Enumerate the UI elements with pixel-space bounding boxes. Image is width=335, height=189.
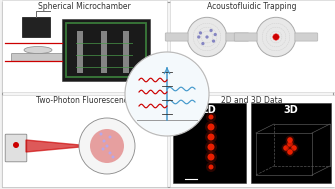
Bar (251, 103, 331, 183)
Circle shape (205, 35, 209, 39)
Circle shape (281, 143, 290, 153)
Circle shape (273, 34, 279, 40)
Bar (170, 0, 335, 92)
Circle shape (109, 136, 112, 139)
Bar (170, 95, 335, 187)
Circle shape (106, 145, 109, 147)
Circle shape (285, 139, 294, 149)
Circle shape (79, 118, 135, 174)
Circle shape (289, 143, 298, 153)
Circle shape (291, 145, 297, 151)
Text: 3D: 3D (284, 105, 298, 115)
Text: Two-Photon Fluorescence: Two-Photon Fluorescence (36, 96, 132, 105)
FancyBboxPatch shape (165, 33, 188, 41)
Circle shape (287, 137, 293, 143)
Circle shape (213, 33, 217, 36)
FancyBboxPatch shape (226, 33, 249, 41)
Circle shape (206, 162, 216, 172)
Circle shape (197, 35, 200, 39)
FancyBboxPatch shape (22, 17, 50, 37)
Circle shape (207, 143, 214, 150)
Circle shape (13, 142, 19, 148)
Circle shape (199, 31, 202, 35)
Bar (101, 31, 107, 73)
Bar (2, 95, 167, 187)
Circle shape (126, 53, 208, 135)
Circle shape (109, 152, 112, 154)
Text: Spherical Microchamber: Spherical Microchamber (38, 2, 130, 11)
FancyBboxPatch shape (5, 134, 27, 162)
FancyBboxPatch shape (295, 33, 318, 41)
Circle shape (102, 147, 105, 150)
Text: Acoustofluidic Trapping: Acoustofluidic Trapping (207, 2, 297, 11)
Text: 2D and 3D Data: 2D and 3D Data (221, 96, 283, 105)
Bar (66, 23, 146, 77)
Circle shape (287, 149, 293, 155)
Circle shape (205, 131, 217, 143)
Circle shape (205, 141, 217, 153)
Bar (77, 31, 83, 73)
Circle shape (99, 132, 103, 136)
FancyBboxPatch shape (11, 53, 65, 61)
Circle shape (112, 156, 115, 159)
Circle shape (283, 145, 289, 151)
Circle shape (90, 129, 124, 163)
Bar (2, 0, 167, 92)
Circle shape (285, 136, 294, 145)
Circle shape (285, 147, 294, 156)
Ellipse shape (24, 46, 52, 53)
Circle shape (256, 17, 296, 57)
Circle shape (207, 133, 214, 140)
Bar (173, 103, 246, 183)
Circle shape (205, 151, 217, 163)
Circle shape (125, 52, 209, 136)
Bar (123, 31, 129, 73)
FancyBboxPatch shape (234, 33, 257, 41)
Circle shape (287, 141, 293, 147)
Circle shape (206, 112, 216, 122)
Polygon shape (26, 140, 132, 152)
Circle shape (209, 29, 213, 32)
Circle shape (201, 42, 205, 45)
Circle shape (207, 123, 214, 130)
Circle shape (208, 115, 213, 119)
Circle shape (207, 153, 214, 160)
Circle shape (212, 40, 215, 43)
Circle shape (208, 164, 213, 170)
Circle shape (103, 139, 106, 143)
Circle shape (187, 17, 227, 57)
Text: 2D: 2D (202, 105, 216, 115)
Circle shape (205, 121, 217, 133)
Bar (62, 19, 150, 81)
